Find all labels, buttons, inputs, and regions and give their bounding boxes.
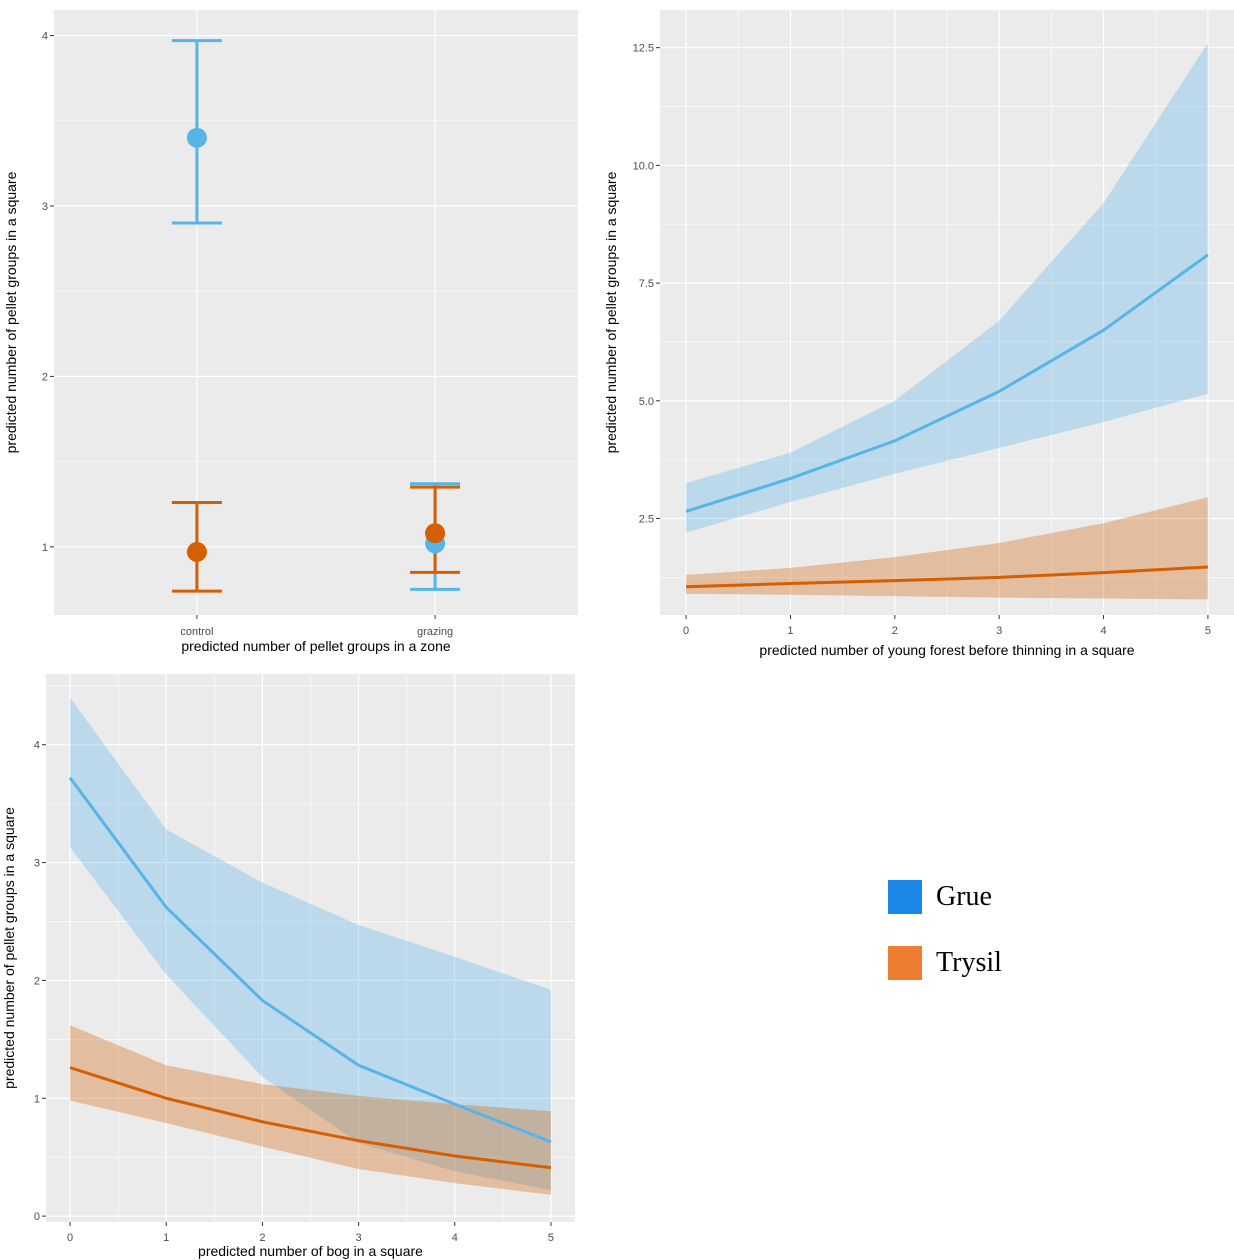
- y-tick-label-4: 4: [42, 31, 48, 43]
- y-axis-title: predicted number of pellet groups in a s…: [1, 807, 17, 1089]
- y-tick-label-7-5: 7.5: [639, 278, 654, 290]
- x-tick-label-2: 2: [892, 625, 898, 637]
- point-trysil-grazing: [425, 523, 446, 544]
- panel-3: 0 1 2 3 4 0 1 2 3 4 5 predicted number of bog in a …: [1, 674, 575, 1259]
- y-tick-label-0: 0: [34, 1211, 40, 1223]
- y-tick-label-1: 1: [34, 1093, 40, 1105]
- legend: Grue Trysil: [888, 880, 1002, 1012]
- y-axis-title: predicted number of pellet groups in a s…: [603, 171, 619, 453]
- x-tick-label-1: 1: [163, 1232, 169, 1244]
- legend-item-grue: Grue: [888, 880, 1002, 914]
- ribbon-grue: [70, 697, 551, 1191]
- line-trysil: [69, 1066, 552, 1170]
- x-tick-label-1: 1: [787, 625, 793, 637]
- x-axis-title: predicted number of pellet groups in a z…: [181, 638, 450, 654]
- x-tick-label-3: 3: [996, 625, 1002, 637]
- y-tick-label-1: 1: [42, 542, 48, 554]
- ribbon-grue: [686, 42, 1208, 533]
- legend-swatch-trysil: [888, 946, 922, 980]
- x-axis-title: predicted number of bog in a square: [198, 1243, 423, 1259]
- x-tick-label-0: 0: [683, 625, 689, 637]
- y-tick-label-4: 4: [34, 740, 40, 752]
- x-tick-label-3: 3: [356, 1232, 362, 1244]
- panel-background: [54, 10, 578, 615]
- x-tick-label-0: 0: [67, 1232, 73, 1244]
- y-tick-label-3: 3: [42, 201, 48, 213]
- line-grue: [68, 776, 552, 1144]
- y-tick-label-10-0: 10.0: [633, 160, 654, 172]
- x-tick-label-4: 4: [452, 1232, 458, 1244]
- legend-swatch-grue: [888, 880, 922, 914]
- line-grue: [685, 253, 1209, 513]
- x-tick-label-5: 5: [548, 1232, 554, 1244]
- line-trysil: [686, 565, 1208, 589]
- y-tick-label-2-5: 2.5: [639, 513, 654, 525]
- y-tick-label-12-5: 12.5: [633, 43, 654, 55]
- y-tick-label-3: 3: [34, 858, 40, 870]
- point-trysil-control: [186, 541, 207, 562]
- y-tick-label-5-0: 5.0: [639, 396, 654, 408]
- legend-label-grue: Grue: [936, 881, 992, 912]
- x-tick-label-2: 2: [259, 1232, 265, 1244]
- legend-item-trysil: Trysil: [888, 946, 1002, 980]
- x-tick-label-5: 5: [1205, 625, 1211, 637]
- panel-2: 2.5 5.0 7.5 10.0 12.5 0 1 2 3 4 5 predicted number …: [603, 10, 1234, 658]
- x-tick-label-control: control: [180, 626, 213, 638]
- point-grue-control: [186, 127, 207, 148]
- y-axis-title: predicted number of pellet groups in a s…: [3, 171, 19, 453]
- y-tick-label-2: 2: [42, 371, 48, 383]
- y-tick-label-2: 2: [34, 975, 40, 987]
- x-tick-label-grazing: grazing: [417, 626, 453, 638]
- legend-label-trysil: Trysil: [936, 947, 1002, 978]
- x-axis-title: predicted number of young forest before …: [759, 642, 1134, 658]
- x-tick-label-4: 4: [1100, 625, 1106, 637]
